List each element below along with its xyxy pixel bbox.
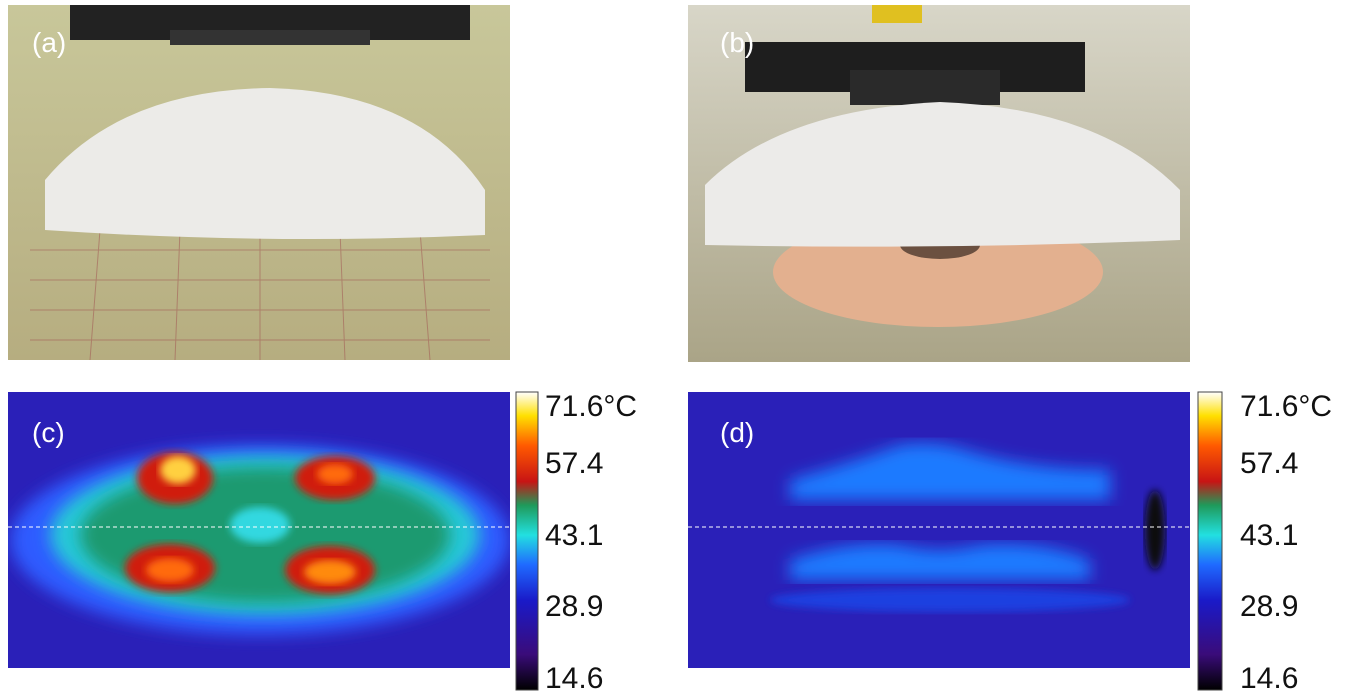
colorbar-label: 57.4 — [545, 447, 603, 480]
colorbar-label: 14.6 — [545, 662, 603, 695]
colorbar-label: 57.4 — [1240, 447, 1298, 480]
photo-b — [688, 5, 1190, 362]
colorbar-label: 28.9 — [545, 590, 603, 623]
colorbar-label: 71.6°C — [1240, 390, 1332, 423]
panel-label: (b) — [720, 27, 754, 58]
panel-label: (c) — [32, 417, 65, 448]
colorbar-d — [1198, 392, 1222, 690]
figure: (a) (b) (c) (d) 71.6°C 57.4 43.1 28.9 14.6 7… — [0, 0, 1367, 698]
thermal-c — [8, 392, 510, 668]
colorbar-label: 71.6°C — [545, 390, 637, 423]
colorbar-label: 43.1 — [545, 519, 603, 552]
panel-label: (a) — [32, 27, 66, 58]
colorbar-label: 43.1 — [1240, 519, 1298, 552]
colorbar-label: 28.9 — [1240, 590, 1298, 623]
thermal-d — [688, 392, 1190, 668]
colorbar-label: 14.6 — [1240, 662, 1298, 695]
panel-label: (d) — [720, 417, 754, 448]
colorbar-c — [516, 392, 538, 690]
photo-a — [8, 5, 510, 360]
